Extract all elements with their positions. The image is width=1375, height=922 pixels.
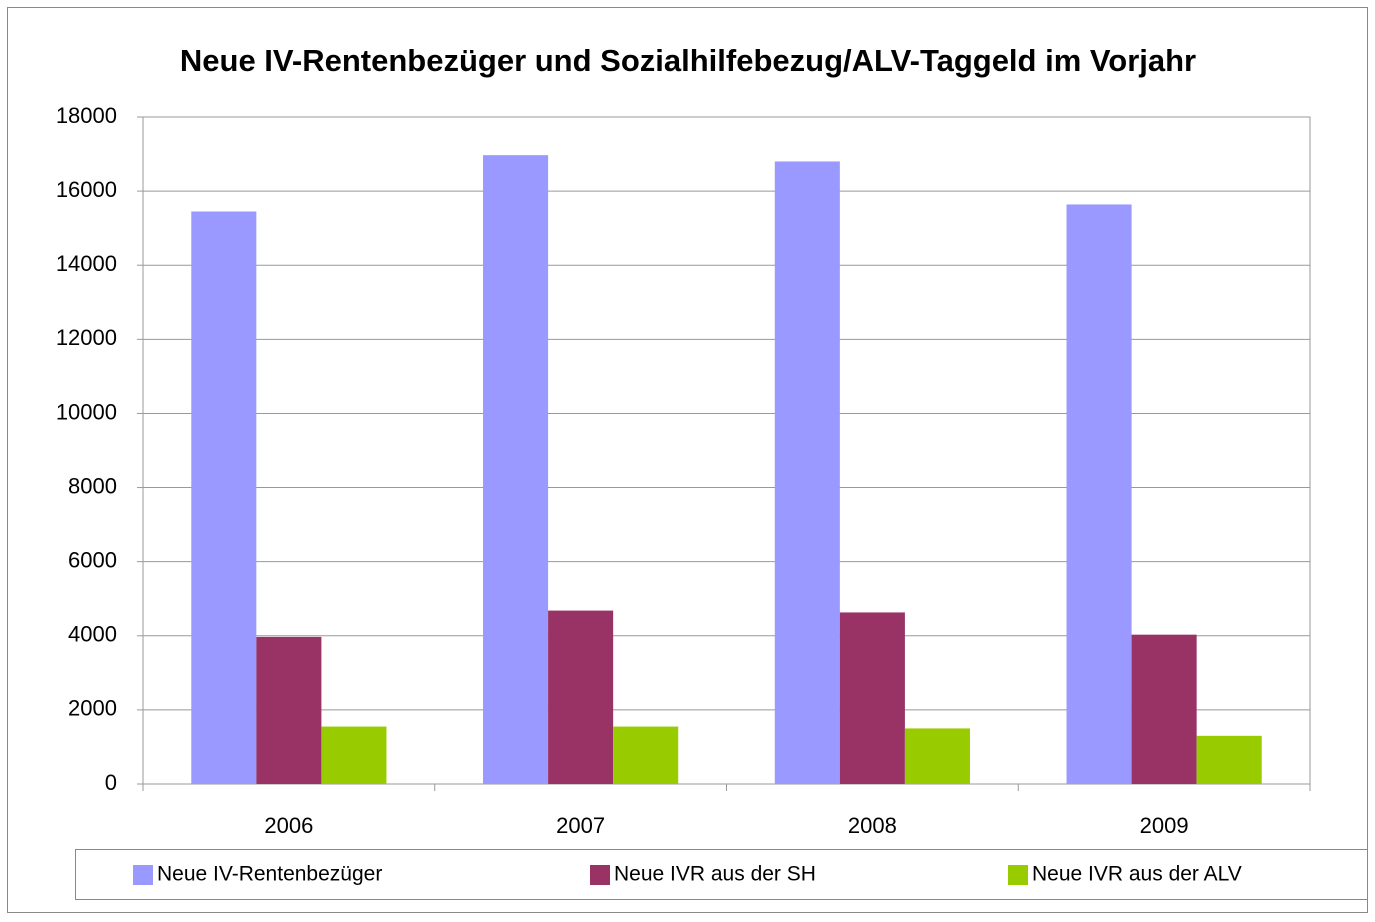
y-tick-label: 14000: [56, 251, 117, 276]
y-tick-label: 10000: [56, 399, 117, 424]
y-tick-label: 6000: [68, 547, 117, 572]
bar: [1131, 634, 1197, 784]
bar: [191, 211, 257, 784]
legend-text: Neue IV-Rentenbezüger: [157, 863, 382, 886]
y-tick-label: 8000: [68, 473, 117, 498]
x-tick-label: 2009: [1140, 813, 1189, 838]
bar: [1196, 735, 1262, 784]
legend-box: [75, 849, 1368, 900]
bar: [548, 610, 614, 784]
bar: [904, 728, 970, 784]
y-tick-label: 18000: [56, 103, 117, 128]
y-tick-label: 4000: [68, 622, 117, 647]
legend-swatch: [1008, 865, 1028, 885]
bar: [321, 726, 387, 784]
y-tick-label: 2000: [68, 696, 117, 721]
bar: [839, 612, 905, 784]
legend-text: Neue IVR aus der SH: [614, 863, 816, 886]
chart-title: Neue IV-Rentenbezüger und Sozialhilfebez…: [180, 43, 1196, 78]
bar: [256, 636, 322, 784]
y-tick-label: 12000: [56, 325, 117, 350]
x-tick-label: 2008: [848, 813, 897, 838]
bar: [1066, 204, 1132, 784]
bar: [613, 726, 679, 784]
bar: [774, 161, 840, 784]
legend-swatch: [133, 865, 153, 885]
bar: [483, 155, 549, 784]
x-tick-label: 2006: [264, 813, 313, 838]
x-tick-label: 2007: [556, 813, 605, 838]
legend-text: Neue IVR aus der ALV: [1032, 863, 1242, 886]
y-tick-label: 0: [105, 770, 117, 795]
y-tick-label: 16000: [56, 177, 117, 202]
legend-swatch: [590, 865, 610, 885]
